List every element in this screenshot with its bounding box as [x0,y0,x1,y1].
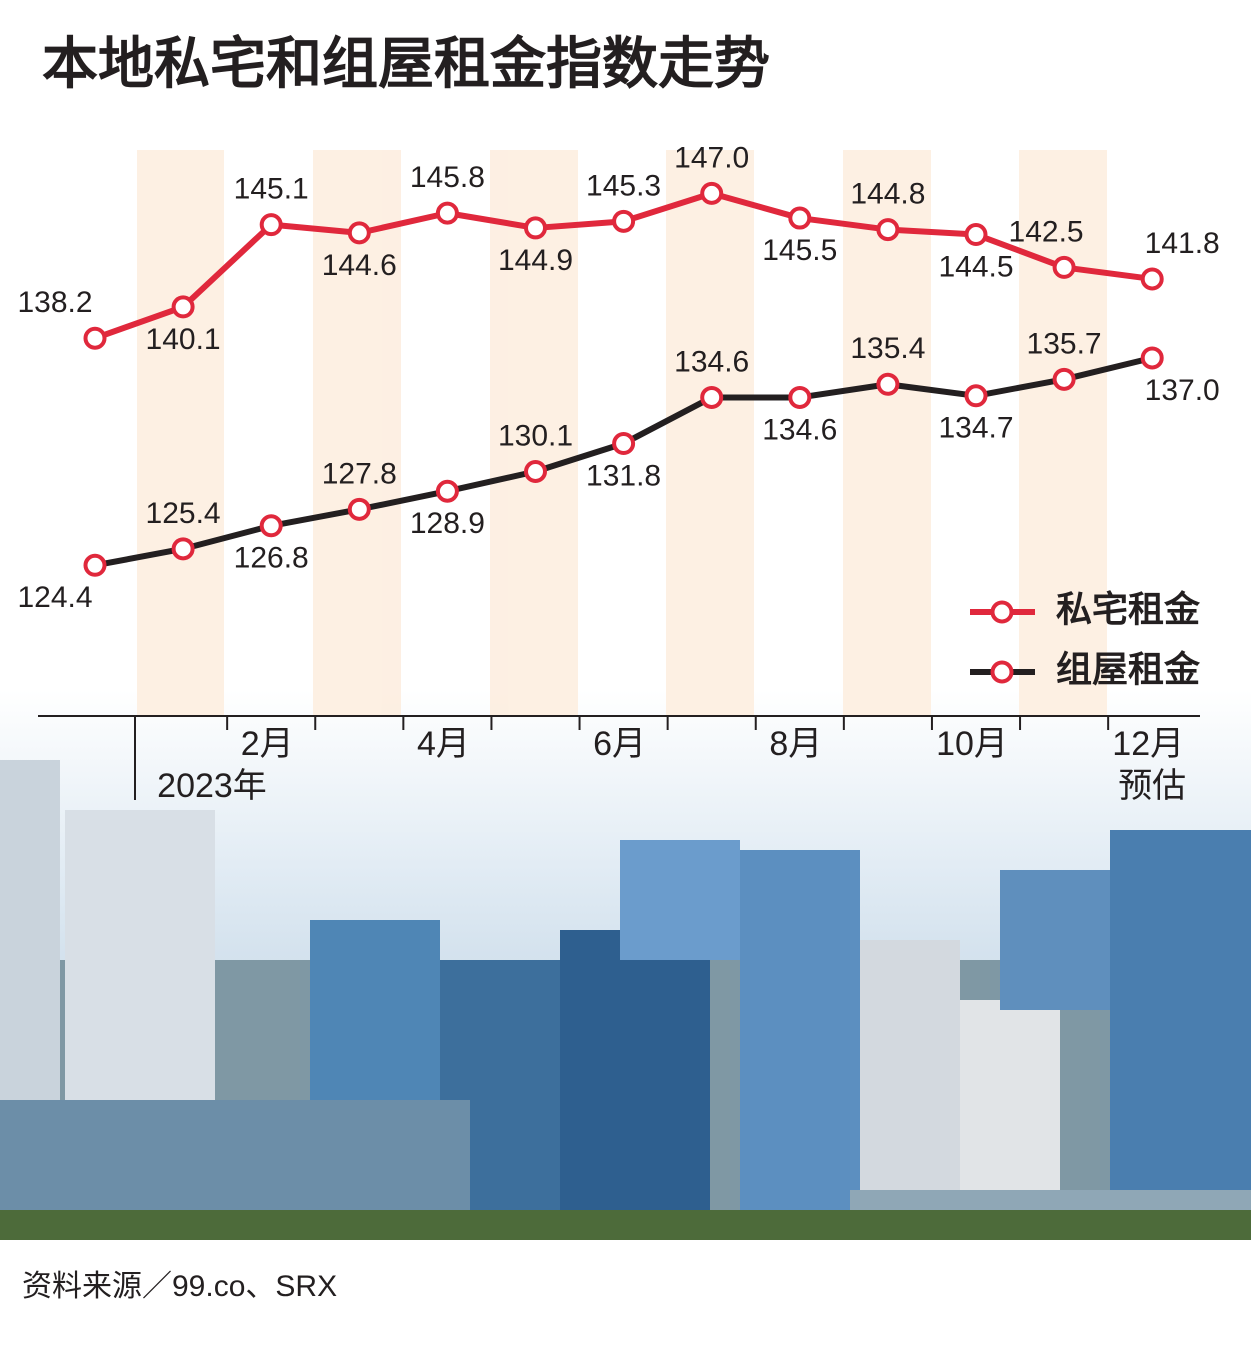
legend-marker [990,600,1014,624]
point [612,432,636,456]
point [524,216,547,240]
point [876,218,900,242]
point [1052,367,1076,391]
data-label: 145.3 [586,169,661,202]
data-label: 141.8 [1145,227,1220,260]
point [964,223,988,247]
data-label: 135.4 [850,332,925,365]
point [259,213,283,237]
data-label: 144.8 [850,177,925,210]
point [259,514,283,538]
data-label: 124.4 [17,581,92,614]
point [524,459,547,483]
data-label: 140.1 [146,323,221,356]
data-label: 138.2 [17,286,92,319]
data-label: 142.5 [1009,215,1084,248]
data-label: 127.8 [322,457,397,490]
x-tick-label: 4月 [417,725,470,763]
x-tick-label: 6月 [593,725,646,763]
x-tick-label: 2月 [241,725,294,763]
annotation: 2023年 [157,767,267,805]
point [171,295,195,319]
point [171,537,195,561]
chart-title: 本地私宅和组屋租金指数走势 [42,32,770,95]
data-label: 134.6 [674,345,749,378]
legend-label: 组屋租金 [1056,649,1201,690]
month-bands [137,150,1107,716]
annotation: 预估 [1118,767,1186,805]
data-label: 130.1 [498,419,573,452]
point [435,479,459,503]
data-label: 144.6 [322,249,397,282]
point [1052,255,1076,279]
photo-background [0,690,1251,1240]
legend-label: 私宅租金 [1056,589,1201,630]
data-label: 145.5 [762,234,837,267]
point [83,326,107,350]
point [964,384,988,408]
data-label: 147.0 [674,141,749,174]
point [435,201,459,225]
point [347,221,371,245]
point [788,206,812,230]
data-label: 144.5 [938,250,1013,283]
data-label: 135.7 [1027,327,1102,360]
point [700,181,724,205]
point [1140,346,1164,370]
point [876,372,900,396]
source: 资料来源／99.co、SRX [22,1270,337,1303]
data-label: 128.9 [410,507,485,540]
legend-marker [990,660,1014,684]
point [1140,267,1164,291]
point [347,497,371,521]
data-label: 145.8 [410,161,485,194]
x-tick-label: 12月 [1112,725,1184,763]
point [700,385,724,409]
x-tick-label: 8月 [769,725,822,763]
data-label: 126.8 [234,542,309,575]
data-label: 134.6 [762,413,837,446]
data-label: 144.9 [498,244,573,277]
point [83,553,107,577]
data-label: 137.0 [1145,374,1220,407]
x-tick-label: 10月 [936,725,1008,763]
point [788,385,812,409]
point [612,209,636,233]
data-label: 131.8 [586,459,661,492]
data-label: 134.7 [938,412,1013,445]
data-label: 125.4 [146,497,221,530]
data-label: 145.1 [234,173,309,206]
